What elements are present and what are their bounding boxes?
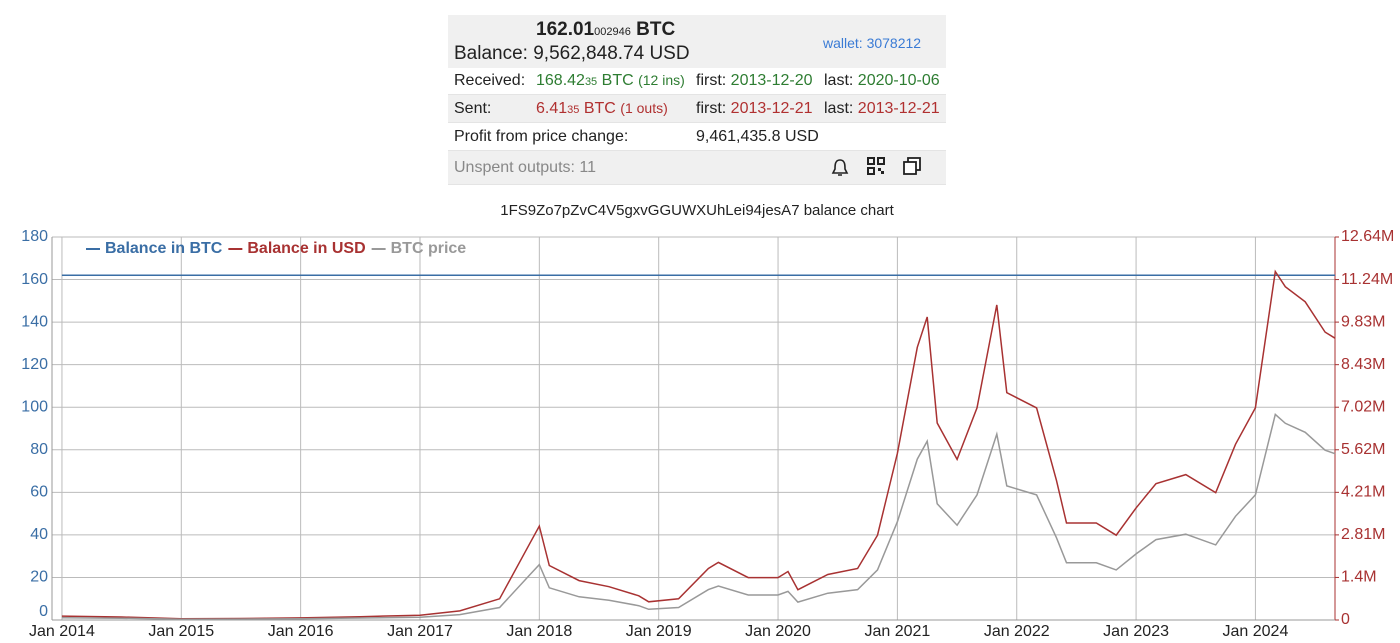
profit-value: 9,461,435.8 USD xyxy=(696,127,819,145)
y-tick-label: 60 xyxy=(30,484,48,501)
btc-balance: 162.01002946 BTC xyxy=(536,19,675,41)
y2-tick-label: 2.81M xyxy=(1341,526,1385,543)
x-tick-label: Jan 2017 xyxy=(387,623,453,640)
received-main: 168.42 xyxy=(536,72,585,89)
sent-last: last: 2013-12-21 xyxy=(824,100,940,118)
y2-tick-label: 1.4M xyxy=(1341,569,1377,586)
y-tick-label: 20 xyxy=(30,569,48,586)
copy-icon[interactable] xyxy=(902,156,922,176)
received-first: first: 2013-12-20 xyxy=(696,72,824,90)
btc-main: 162.01 xyxy=(536,19,595,40)
usd-balance: Balance: 9,562,848.74 USD xyxy=(454,43,690,65)
last-date: 2013-12-21 xyxy=(857,99,940,117)
unspent-row: Unspent outputs: 11 xyxy=(448,151,946,185)
y2-tick-label: 4.21M xyxy=(1341,484,1385,501)
x-tick-label: Jan 2024 xyxy=(1223,623,1289,640)
profit-label: Profit from price change: xyxy=(454,127,629,145)
legend-label: Balance in BTC xyxy=(105,240,223,257)
y2-tick-label: 0 xyxy=(1341,611,1350,628)
legend-label: BTC price xyxy=(391,240,467,257)
y-tick-label: 0 xyxy=(39,603,48,620)
y2-tick-label: 9.83M xyxy=(1341,313,1385,330)
sent-unit: BTC xyxy=(583,99,616,117)
received-unit: BTC xyxy=(601,72,634,89)
first-date: 2013-12-21 xyxy=(730,99,813,117)
unspent-outputs: Unspent outputs: 11 xyxy=(454,158,597,176)
y-tick-label: 160 xyxy=(21,271,48,288)
wallet-link[interactable]: wallet: 3078212 xyxy=(823,35,922,51)
profit-row: Profit from price change: 9,461,435.8 US… xyxy=(448,123,946,151)
legend-label: Balance in USD xyxy=(247,240,365,257)
balance-usd: 9,562,848.74 USD xyxy=(533,43,690,64)
y2-tick-label: 7.02M xyxy=(1341,398,1385,415)
y2-tick-label: 5.62M xyxy=(1341,441,1385,458)
btc-unit: BTC xyxy=(636,19,676,40)
first-label: first: xyxy=(696,99,727,117)
received-label: Received: xyxy=(454,72,526,89)
x-tick-label: Jan 2016 xyxy=(268,623,334,640)
last-label: last: xyxy=(824,72,854,89)
received-row: Received: 168.4235 BTC (12 ins) first: 2… xyxy=(448,68,946,95)
y-tick-label: 120 xyxy=(21,356,48,373)
y-tick-label: 140 xyxy=(21,313,48,330)
received-count: (12 ins) xyxy=(638,72,685,88)
x-tick-label: Jan 2015 xyxy=(148,623,214,640)
balance-box: 162.01002946 BTC Balance: 9,562,848.74 U… xyxy=(448,15,946,68)
series-line xyxy=(61,413,1336,621)
received-last: last: 2020-10-06 xyxy=(824,72,940,90)
x-tick-label: Jan 2019 xyxy=(626,623,692,640)
last-label: last: xyxy=(824,99,854,117)
bell-icon[interactable] xyxy=(830,157,850,179)
balance-label: Balance: xyxy=(454,43,528,64)
y2-tick-label: 8.43M xyxy=(1341,356,1385,373)
y-tick-label: 180 xyxy=(21,228,48,245)
qr-icon[interactable] xyxy=(866,156,886,176)
last-date: 2020-10-06 xyxy=(857,72,940,89)
chart-title: 1FS9Zo7pZvC4V5gxvGGUWXUhLei94jesA7 balan… xyxy=(500,202,894,219)
x-tick-label: Jan 2022 xyxy=(984,623,1050,640)
y2-tick-label: 12.64M xyxy=(1341,228,1394,245)
series-line xyxy=(61,269,1336,620)
y-tick-label: 40 xyxy=(30,526,48,543)
x-tick-label: Jan 2023 xyxy=(1103,623,1169,640)
wallet-info: 162.01002946 BTC Balance: 9,562,848.74 U… xyxy=(448,15,946,185)
x-tick-label: Jan 2021 xyxy=(864,623,930,640)
received-small: 35 xyxy=(584,76,598,88)
x-tick-label: Jan 2018 xyxy=(506,623,572,640)
first-label: first: xyxy=(696,72,727,89)
first-date: 2013-12-20 xyxy=(730,72,813,89)
y-tick-label: 80 xyxy=(30,441,48,458)
y-tick-label: 100 xyxy=(21,398,48,415)
x-tick-label: Jan 2020 xyxy=(745,623,811,640)
sent-main: 6.41 xyxy=(536,99,568,117)
received-amount: 168.4235 BTC (12 ins) xyxy=(536,72,696,90)
y2-tick-label: 11.24M xyxy=(1341,271,1393,288)
chart: 1FS9Zo7pZvC4V5gxvGGUWXUhLei94jesA7 balan… xyxy=(21,202,1394,640)
sent-first: first: 2013-12-21 xyxy=(696,100,824,118)
sent-small: 35 xyxy=(567,103,580,116)
btc-small: 002946 xyxy=(594,26,631,38)
sent-count: (1 outs) xyxy=(620,99,668,116)
sent-row: Sent: 6.4135 BTC (1 outs) first: 2013-12… xyxy=(448,95,946,123)
sent-label: Sent: xyxy=(454,99,492,117)
x-tick-label: Jan 2014 xyxy=(29,623,95,640)
sent-amount: 6.4135 BTC (1 outs) xyxy=(536,100,696,118)
